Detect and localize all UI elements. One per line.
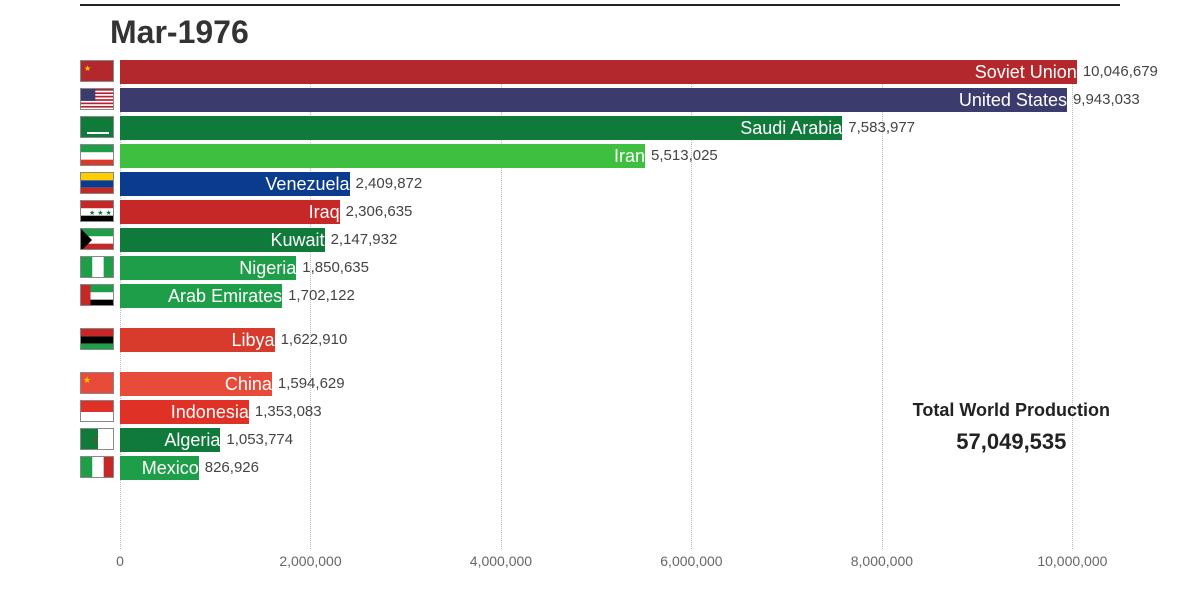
bar-label: Indonesia: [120, 400, 255, 424]
bar-value: 1,594,629: [272, 372, 345, 396]
bar-label: Iran: [120, 144, 651, 168]
ussr-flag-icon: ★: [80, 60, 114, 82]
bar-row: Venezuela2,409,872: [120, 172, 1120, 196]
plot-area: 02,000,0004,000,0006,000,0008,000,00010,…: [120, 60, 1120, 549]
bar-row: Iran5,513,025: [120, 144, 1120, 168]
svg-text:★: ★: [83, 375, 91, 385]
date-title: Mar-1976: [110, 14, 249, 51]
algeria-flag-icon: ☾: [80, 428, 114, 450]
x-axis-label: 2,000,000: [279, 553, 341, 569]
bar-row: Libya1,622,910: [120, 328, 1120, 352]
svg-text:★ ★ ★: ★ ★ ★: [89, 209, 112, 217]
bar-label: Nigeria: [120, 256, 302, 280]
bar-label: Iraq: [120, 200, 346, 224]
saudi-flag-icon: [80, 116, 114, 138]
svg-text:★: ★: [84, 64, 91, 73]
iran-flag-icon: [80, 144, 114, 166]
bar-row: ★Soviet Union10,046,679: [120, 60, 1120, 84]
bar-row: United States9,943,033: [120, 88, 1120, 112]
bar-label: Arab Emirates: [120, 284, 288, 308]
bar-label: Kuwait: [120, 228, 331, 252]
bar-value: 5,513,025: [645, 144, 718, 168]
bar-value: 2,147,932: [325, 228, 398, 252]
bar-value: 10,046,679: [1077, 60, 1158, 84]
bar-row: ★China1,594,629: [120, 372, 1120, 396]
bar-value: 9,943,033: [1067, 88, 1140, 112]
bar-value: 1,353,083: [249, 400, 322, 424]
bar-row: Saudi Arabia7,583,977: [120, 116, 1120, 140]
bar-chart: 0 2,000,000 4,000,000 6,000,000 8,000,000 10,…: [80, 60, 1120, 573]
mexico-flag-icon: [80, 456, 114, 478]
bar-value: 7,583,977: [842, 116, 915, 140]
bar-value: 1,850,635: [296, 256, 369, 280]
bar-label: Mexico: [120, 456, 205, 480]
bar-value: 1,622,910: [275, 328, 348, 352]
iraq-flag-icon: ★ ★ ★: [80, 200, 114, 222]
total-block: Total World Production 57,049,535: [913, 400, 1110, 455]
bar-row: Kuwait2,147,932: [120, 228, 1120, 252]
bar-row: ★ ★ ★Iraq2,306,635: [120, 200, 1120, 224]
bar-value: 2,409,872: [350, 172, 423, 196]
kuwait-flag-icon: [80, 228, 114, 250]
bar-value: 1,702,122: [282, 284, 355, 308]
bar-label: Soviet Union: [120, 60, 1083, 84]
bar-value: 826,926: [199, 456, 259, 480]
top-rule: [80, 4, 1120, 6]
bar-row: Nigeria1,850,635: [120, 256, 1120, 280]
total-title: Total World Production: [913, 400, 1110, 421]
venezuela-flag-icon: [80, 172, 114, 194]
total-value: 57,049,535: [913, 429, 1110, 455]
bar-label: United States: [120, 88, 1073, 112]
bar-label: Venezuela: [120, 172, 356, 196]
bar-row: Arab Emirates1,702,122: [120, 284, 1120, 308]
bar-row: Mexico826,926: [120, 456, 1120, 480]
x-axis-label: 6,000,000: [660, 553, 722, 569]
x-axis-label: 10,000,000: [1037, 553, 1107, 569]
x-axis-label: 4,000,000: [470, 553, 532, 569]
indonesia-flag-icon: [80, 400, 114, 422]
bar-label: Algeria: [120, 428, 226, 452]
libya-flag-icon: [80, 328, 114, 350]
uae-flag-icon: [80, 284, 114, 306]
x-axis-label: 8,000,000: [851, 553, 913, 569]
china-flag-icon: ★: [80, 372, 114, 394]
bar-label: China: [120, 372, 278, 396]
bar-label: Libya: [120, 328, 281, 352]
chart-frame: Mar-1976 0 2,000,000 4,000,000 6,000,000 8,0…: [0, 0, 1200, 613]
bar-label: Saudi Arabia: [120, 116, 848, 140]
svg-text:☾: ☾: [93, 435, 103, 447]
nigeria-flag-icon: [80, 256, 114, 278]
x-axis-label: 0: [116, 553, 124, 569]
bar-value: 1,053,774: [220, 428, 293, 452]
usa-flag-icon: [80, 88, 114, 110]
bar-value: 2,306,635: [340, 200, 413, 224]
